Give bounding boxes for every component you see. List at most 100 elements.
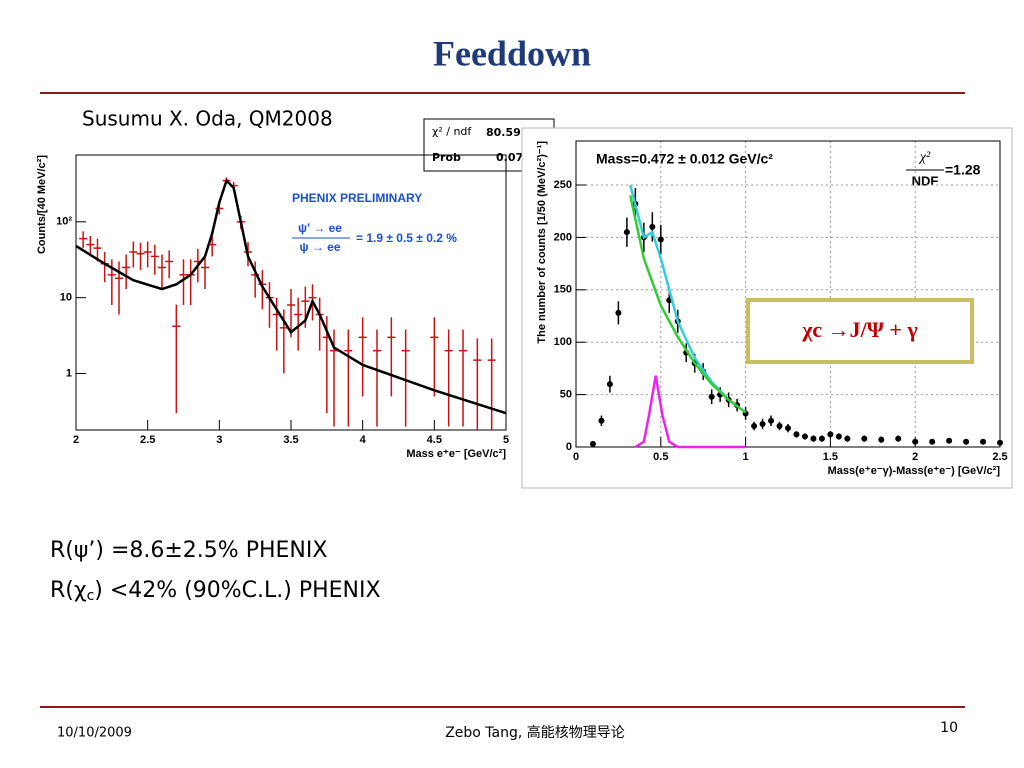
data-point <box>158 254 166 290</box>
x-tick-label: 3 <box>216 434 222 446</box>
marker <box>598 417 605 424</box>
marker <box>623 229 630 236</box>
annotation: ψ' → ee <box>298 221 342 235</box>
data-point <box>776 421 783 431</box>
data-point <box>344 329 353 427</box>
data-point <box>861 435 868 442</box>
data-point <box>708 389 715 405</box>
y-tick-label: 0 <box>566 441 572 453</box>
plot-frame <box>575 140 1001 448</box>
slide-title: Feeddown <box>433 33 591 73</box>
data-point <box>929 438 936 445</box>
annotation: PHENIX PRELIMINARY <box>292 191 422 205</box>
fit-curve <box>634 375 746 449</box>
bullet: R(χc) <42% (90%C.L.) PHENIX <box>50 578 381 604</box>
x-tick-label: 1 <box>743 451 749 463</box>
footer-author: Zebo Tang, 高能核物理导论 <box>445 724 625 741</box>
bullet-part: ) <42% (90%C.L.) PHENIX <box>94 578 380 603</box>
data-point <box>165 250 174 279</box>
x-tick-label: 4 <box>360 434 367 446</box>
marker <box>768 417 775 424</box>
marker <box>615 309 622 316</box>
marker <box>657 236 664 243</box>
x-tick-label: 5 <box>503 434 509 446</box>
stats-label: Prob <box>432 151 461 164</box>
marker <box>963 438 970 445</box>
data-point <box>387 317 396 397</box>
data-point <box>615 301 622 325</box>
data-point <box>143 241 152 268</box>
x-axis-label: Mass(e⁺e⁻γ)-Mass(e⁺e⁻) [GeV/c²] <box>828 465 1001 477</box>
x-tick-label: 4.5 <box>427 434 442 446</box>
data-point <box>589 440 596 447</box>
footer-date: 10/10/2009 <box>57 726 132 741</box>
marker <box>878 436 885 443</box>
subscript: c <box>87 588 95 604</box>
marker <box>997 439 1003 446</box>
data-point <box>793 431 800 438</box>
x-tick-label: 2.5 <box>140 434 155 446</box>
stats-label: χ² / ndf <box>432 125 472 138</box>
marker <box>606 381 613 388</box>
data-point <box>623 217 630 247</box>
y-tick-label: 50 <box>560 389 572 401</box>
annotation: Mass=0.472 ± 0.012 GeV/c² <box>596 151 773 167</box>
data-point <box>980 438 987 445</box>
data-point <box>818 435 825 442</box>
fit-curve <box>629 195 747 414</box>
data-point <box>785 423 791 433</box>
data-point <box>172 304 181 414</box>
data-point <box>373 329 381 427</box>
fit-curve <box>75 178 507 415</box>
marker <box>827 431 834 438</box>
marker <box>776 423 783 430</box>
data-point <box>878 436 885 443</box>
annotation: =1.28 <box>945 162 981 178</box>
data-point <box>459 329 467 427</box>
marker <box>751 423 758 430</box>
data-point <box>150 244 159 275</box>
x-tick-label: 3.5 <box>283 434 298 446</box>
data-point <box>946 437 953 444</box>
marker <box>793 431 800 438</box>
data-point <box>86 236 95 257</box>
data-point <box>606 375 613 393</box>
plot: 0 50 100 150 200 250 0 0.5 1 1.5 2 2.5 Mass(e⁺e⁻γ)-M… <box>536 140 1008 477</box>
data-point <box>827 431 834 438</box>
data-point <box>963 438 970 445</box>
y-tick-label: 150 <box>554 284 572 296</box>
data-point <box>895 435 902 442</box>
data-point <box>844 435 851 442</box>
data-point <box>401 329 410 427</box>
data-point <box>759 418 766 430</box>
y-tick-label: 100 <box>554 336 572 348</box>
x-tick-label: 0.5 <box>653 451 668 463</box>
marker <box>912 438 919 445</box>
data-point <box>122 254 131 290</box>
data-point <box>444 329 453 427</box>
data-point <box>294 297 303 351</box>
stats-value: 0.07 <box>496 151 523 164</box>
data-point <box>358 317 367 397</box>
data-point <box>79 231 88 249</box>
data-point <box>136 242 145 271</box>
marker <box>895 435 902 442</box>
data-point <box>997 439 1003 446</box>
credit: Susumu X. Oda, QM2008 <box>82 107 333 131</box>
annotation: ψ → ee <box>299 240 340 254</box>
marker <box>861 435 868 442</box>
marker <box>946 437 953 444</box>
bullet: R(ψ’) =8.6±2.5% PHENIX <box>50 538 327 563</box>
data-point <box>179 259 188 306</box>
plot-frame <box>75 154 507 431</box>
x-tick-label: 2 <box>912 451 918 463</box>
y-tick-label: 10² <box>56 216 72 228</box>
y-axis-label: Counts/[40 MeV/c²] <box>36 155 48 254</box>
marker <box>810 435 817 442</box>
data-point <box>649 212 656 242</box>
callout-box <box>746 298 974 364</box>
data-point <box>115 261 123 315</box>
marker <box>844 435 851 442</box>
